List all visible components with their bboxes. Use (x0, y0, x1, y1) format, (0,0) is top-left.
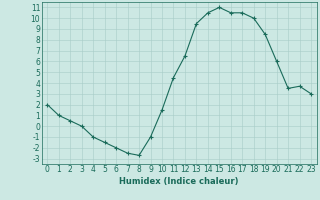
X-axis label: Humidex (Indice chaleur): Humidex (Indice chaleur) (119, 177, 239, 186)
